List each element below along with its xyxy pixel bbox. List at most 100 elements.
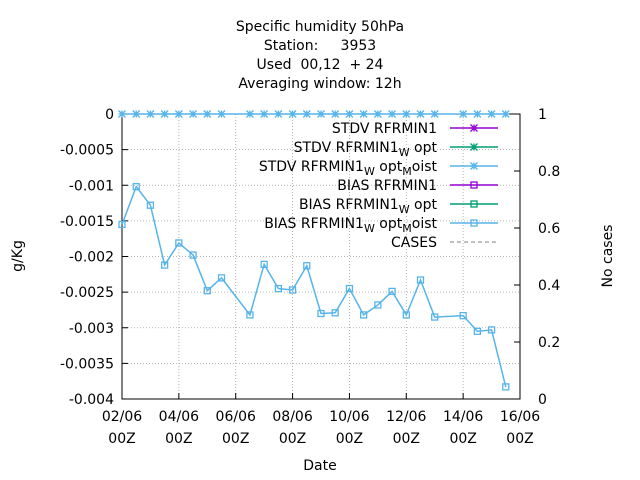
- legend-square-marker: [470, 219, 478, 227]
- legend-label: BIAS RFRMIN1W optMoist: [264, 216, 437, 235]
- x-tick-label-time: 00Z: [506, 431, 533, 447]
- bias-point: [246, 311, 254, 319]
- stdv-point: [245, 110, 254, 118]
- x-tick-label: 08/06: [272, 409, 312, 425]
- legend-label: BIAS RFRMIN1: [337, 178, 437, 194]
- bias-point: [431, 313, 439, 321]
- bias-point: [146, 201, 155, 209]
- y-tick-label: -0.002: [69, 250, 114, 266]
- stdv-point: [487, 110, 496, 118]
- y-tick-label: -0.0035: [60, 356, 114, 372]
- x-tick-label: 02/06: [102, 409, 142, 425]
- stdv-point: [160, 110, 169, 118]
- bias-point: [502, 383, 510, 391]
- bias-point: [459, 311, 467, 320]
- bias-point: [388, 287, 396, 296]
- y-axis: 0 -0.0005 -0.001 -0.0015 -0.002 -0.0025 -0.003…: [60, 107, 128, 408]
- stdv-point: [118, 110, 126, 118]
- legend-item: BIAS RFRMIN1W optMoist: [264, 216, 498, 235]
- y-tick-label: -0.001: [69, 178, 114, 194]
- y-tick-label: -0.0015: [60, 214, 114, 230]
- stdv-point: [459, 110, 468, 118]
- y-axis-label: g/Kg: [10, 240, 26, 272]
- y2-tick-label: 1: [538, 107, 547, 123]
- bias-point: [260, 260, 268, 268]
- x-tick-label: 14/06: [443, 409, 483, 425]
- legend-star-marker: [470, 143, 478, 151]
- stdv-point: [388, 110, 397, 118]
- legend-star-marker: [470, 124, 478, 132]
- bias-point: [203, 287, 211, 295]
- stdv-point: [473, 110, 482, 118]
- bias-point: [374, 301, 382, 309]
- legend-item: STDV RFRMIN1W opt: [294, 140, 498, 159]
- legend-label: STDV RFRMIN1W optMoist: [259, 159, 438, 178]
- y-tick-label: -0.0025: [60, 285, 114, 301]
- stdv-point: [317, 110, 325, 118]
- chart-title-line-4: Averaging window: 12h: [238, 76, 402, 92]
- stdv-point: [402, 110, 411, 118]
- y2-tick-label: 0: [538, 392, 547, 408]
- bias-point: [274, 284, 283, 293]
- x-tick-label-time: 00Z: [165, 431, 192, 447]
- stdv-point: [217, 110, 226, 118]
- stdv-point: [174, 110, 183, 118]
- legend-square-marker: [470, 181, 478, 189]
- bias-point: [175, 239, 183, 247]
- bias-point: [118, 220, 126, 229]
- grid-lines: [121, 113, 521, 400]
- y-tick-label: 0: [105, 107, 114, 123]
- x-tick-label: 16/06: [500, 409, 540, 425]
- legend-item: BIAS RFRMIN1W opt: [299, 197, 498, 216]
- stdv-point: [331, 110, 340, 118]
- x-tick-label: 12/06: [386, 409, 426, 425]
- stdv-point: [189, 110, 198, 118]
- legend-square-marker: [470, 200, 478, 208]
- stdv-point: [416, 110, 425, 118]
- bias-point: [416, 276, 425, 284]
- x-axis-label: Date: [303, 458, 336, 474]
- bias-point: [359, 311, 368, 319]
- y2-tick-label: 0.4: [538, 278, 560, 294]
- x-tick-label-time: 00Z: [393, 431, 420, 447]
- legend-label: CASES: [391, 235, 437, 251]
- chart-title-line-3: Used 00,12 + 24: [256, 57, 384, 73]
- y-tick-label: -0.004: [69, 392, 114, 408]
- stdv-point: [132, 110, 141, 118]
- stdv-point: [302, 110, 311, 118]
- stdv-point: [260, 110, 269, 118]
- legend-item: BIAS RFRMIN1: [337, 178, 498, 194]
- chart-title-line-1: Specific humidity 50hPa: [235, 19, 405, 35]
- stdv-point: [274, 110, 283, 118]
- y2-axis: 1 0.8 0.6 0.4 0.2 0: [514, 107, 560, 408]
- stdv-point: [501, 110, 510, 118]
- bias-point: [331, 309, 339, 317]
- x-tick-label-time: 00Z: [108, 431, 135, 447]
- legend-label: BIAS RFRMIN1W opt: [299, 197, 438, 216]
- x-axis: 02/06 00Z 04/06 00Z 06/06 00Z 08/06 00Z 10/06 00Z…: [102, 393, 540, 447]
- series-layer: [118, 110, 510, 391]
- legend-item: CASES: [391, 235, 498, 251]
- bias-point: [473, 327, 482, 335]
- legend-label: STDV RFRMIN1: [332, 121, 437, 137]
- stdv-point: [430, 110, 439, 118]
- stdv-point: [146, 110, 155, 118]
- bias-point: [317, 309, 325, 318]
- x-tick-label-time: 00Z: [222, 431, 249, 447]
- x-tick-label-time: 00Z: [449, 431, 476, 447]
- bias-point: [402, 311, 410, 319]
- y2-tick-label: 0.2: [538, 335, 560, 351]
- legend-item: STDV RFRMIN1W optMoist: [259, 159, 498, 178]
- y2-axis-label: No cases: [600, 225, 616, 288]
- x-tick-label-time: 00Z: [336, 431, 363, 447]
- stdv-point: [359, 110, 368, 118]
- legend-star-marker: [470, 162, 478, 170]
- chart-title-line-2: Station: 3953: [263, 38, 377, 54]
- legend-label: STDV RFRMIN1W opt: [294, 140, 438, 159]
- bias-point: [217, 274, 226, 282]
- stdv-point: [203, 110, 212, 118]
- bias-point: [132, 183, 140, 191]
- y2-tick-label: 0.8: [538, 164, 560, 180]
